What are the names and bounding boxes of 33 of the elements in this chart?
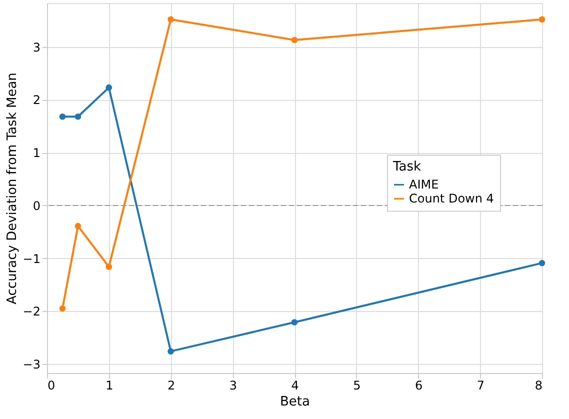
x-tick-label: 1 xyxy=(106,378,114,392)
y-tick-label: 1 xyxy=(32,146,40,160)
y-tick-label: 3 xyxy=(32,40,40,54)
y-tick-label: −1 xyxy=(22,252,40,266)
point xyxy=(291,36,298,44)
point xyxy=(538,260,546,266)
x-tick-label: 8 xyxy=(534,378,542,392)
y-axis-title: Accuracy Deviation from Task Mean xyxy=(4,72,20,304)
y-tick-label: −3 xyxy=(22,358,40,372)
point xyxy=(538,16,546,23)
x-tick-label: 2 xyxy=(167,378,176,392)
point xyxy=(168,348,174,354)
x-axis-title: Beta xyxy=(280,394,310,410)
point xyxy=(291,319,298,326)
x-tick-label: 7 xyxy=(476,378,484,392)
point xyxy=(106,264,112,270)
y-tick-label: 2 xyxy=(32,93,40,108)
point xyxy=(59,113,66,120)
legend-label: AIME xyxy=(409,178,439,192)
x-tick-label: 3 xyxy=(229,378,237,392)
x-tick-label: 5 xyxy=(353,378,361,392)
point xyxy=(106,84,112,91)
x-tick-label: 0 xyxy=(48,378,56,392)
point xyxy=(74,113,82,120)
x-tick-label: 6 xyxy=(414,378,423,392)
y-tick-label: 0 xyxy=(32,198,40,213)
point xyxy=(168,16,174,23)
legend-label: Count Down 4 xyxy=(409,192,494,206)
x-tick-label: 4 xyxy=(291,378,299,392)
point xyxy=(74,222,82,230)
legend-title: Task xyxy=(392,160,422,175)
point xyxy=(59,305,66,312)
y-tick-label: −2 xyxy=(22,304,40,319)
